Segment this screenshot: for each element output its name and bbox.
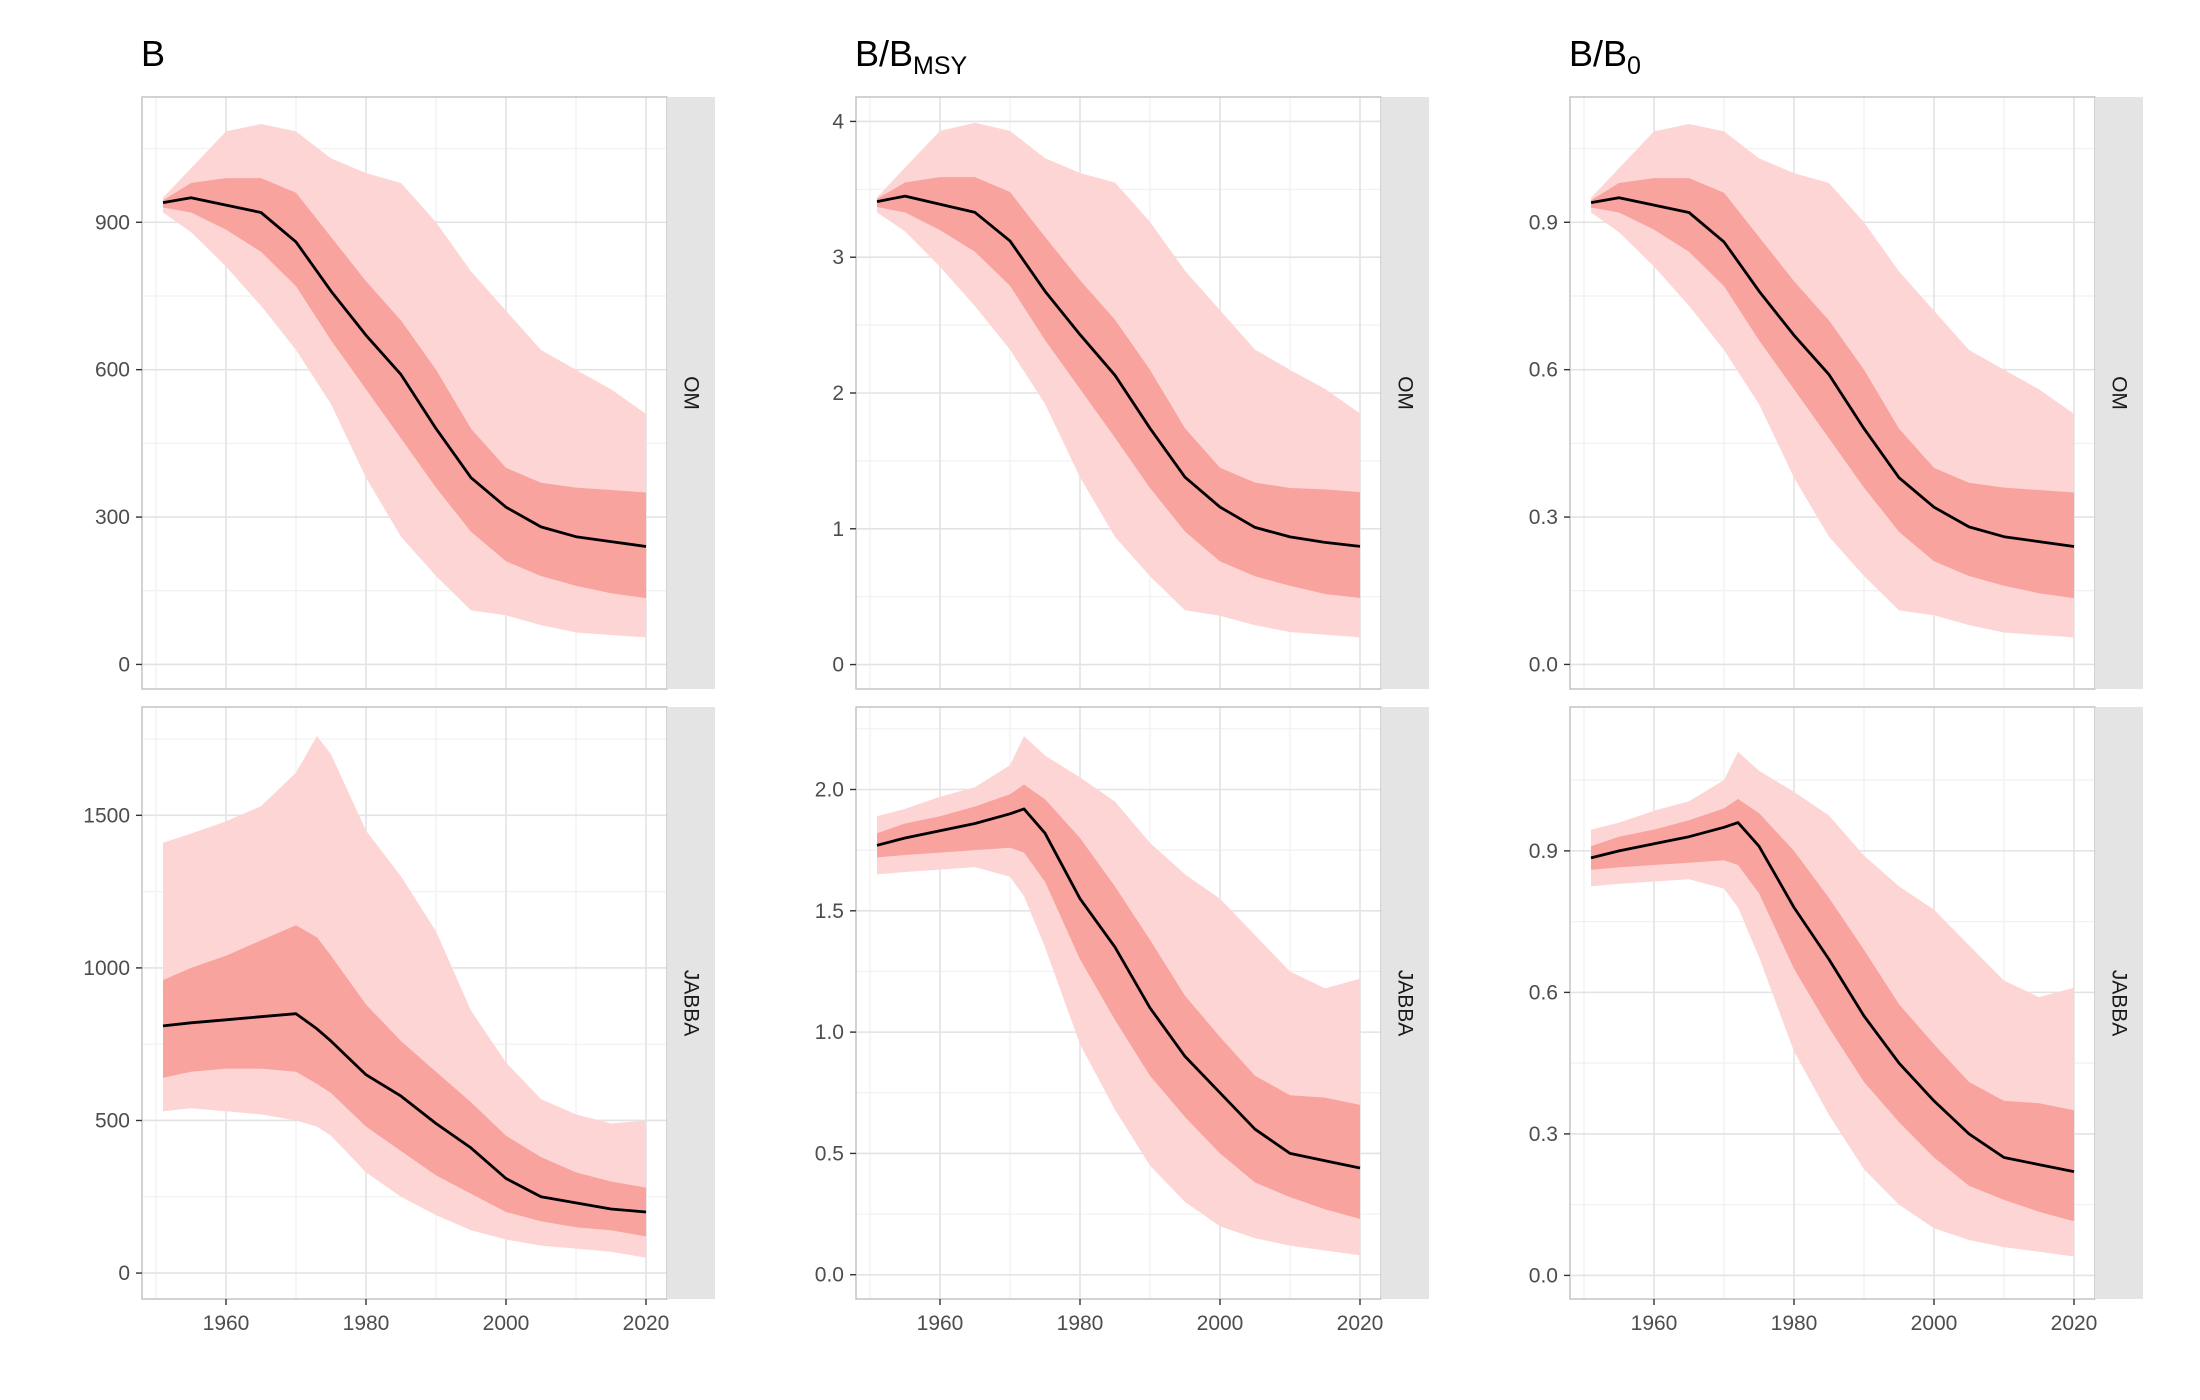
panel-B/B0-OM: 0.0 0.3 0.6 0.9 OM	[1529, 96, 2143, 690]
facet-strip-label: JABBA	[680, 970, 703, 1037]
series-layer	[162, 736, 647, 1258]
facet-strip	[2095, 97, 2143, 689]
inner-interval-band	[877, 784, 1360, 1219]
inner-interval-band	[163, 925, 646, 1237]
column-title-subscript: 0	[1627, 52, 1641, 80]
y-tick-label: 0.0	[1529, 653, 1558, 676]
facet-strip	[667, 97, 715, 689]
y-tick-label: 1.5	[815, 900, 844, 923]
facet-strip-label: OM	[2108, 376, 2131, 410]
column-title-main: B	[141, 33, 165, 74]
facet-strip-label: OM	[1394, 376, 1417, 410]
series-layer	[1590, 124, 2075, 638]
column-title-subscript: MSY	[913, 52, 968, 80]
y-tick-label: 0.9	[1529, 211, 1558, 234]
x-tick-label: 1980	[1771, 1312, 1818, 1335]
inner-interval-band	[1591, 178, 2074, 599]
median-line	[162, 196, 647, 548]
x-tick-label: 2000	[483, 1312, 530, 1335]
series-layer	[1590, 751, 2075, 1257]
y-tick-label: 2.0	[815, 778, 844, 801]
panel-B/BMSY-OM: 0 1 2 3 4 OM	[832, 96, 1429, 690]
facet-strip	[2095, 707, 2143, 1299]
y-tick-label: 900	[95, 211, 130, 234]
column-title-main: B/B	[1569, 33, 1627, 74]
y-tick-label: 0.6	[1529, 981, 1558, 1004]
y-tick-label: 1	[832, 518, 844, 541]
y-tick-label: 0	[118, 1262, 130, 1285]
y-tick-label: 0.3	[1529, 506, 1558, 529]
y-tick-label: 1500	[83, 804, 130, 827]
x-tick-label: 2020	[1337, 1312, 1384, 1335]
median-line	[876, 807, 1361, 1170]
inner-interval-band	[1591, 799, 2074, 1222]
median-line	[1590, 821, 2075, 1173]
y-tick-label: 0	[118, 653, 130, 676]
y-tick-label: 4	[832, 110, 844, 133]
y-tick-label: 2	[832, 382, 844, 405]
x-tick-label: 2020	[623, 1312, 670, 1335]
series-layer	[876, 736, 1361, 1256]
x-tick-label: 1980	[1057, 1312, 1104, 1335]
panel-B-OM: 0 300 600 900 OM	[95, 96, 715, 690]
inner-interval-band	[163, 178, 646, 599]
y-tick-label: 0.3	[1529, 1123, 1558, 1146]
facet-strip-label: JABBA	[1394, 970, 1417, 1037]
outer-interval-band	[163, 736, 646, 1258]
x-tick-label: 1960	[917, 1312, 964, 1335]
y-tick-label: 600	[95, 359, 130, 382]
x-tick-label: 1960	[1631, 1312, 1678, 1335]
series-layer	[162, 124, 647, 638]
x-tick-label: 2000	[1911, 1312, 1958, 1335]
panel-B/B0-JABBA: 0.0 0.3 0.6 0.9 1960 1980 2000 2020 JABBA	[1529, 706, 2143, 1335]
facet-strip	[667, 707, 715, 1299]
median-line	[876, 194, 1361, 548]
facet-strip-label: OM	[680, 376, 703, 410]
column-title: B	[141, 33, 165, 74]
y-tick-label: 0.9	[1529, 840, 1558, 863]
y-tick-label: 1.0	[815, 1021, 844, 1044]
column-titles: B B/BMSY B/B0	[141, 33, 1641, 80]
column-title: B/B0	[1569, 33, 1641, 80]
y-tick-label: 300	[95, 506, 130, 529]
y-tick-label: 0.5	[815, 1142, 844, 1165]
x-tick-label: 2000	[1197, 1312, 1244, 1335]
y-tick-label: 3	[832, 246, 844, 269]
column-title-main: B/B	[855, 33, 913, 74]
column-title: B/BMSY	[855, 33, 968, 80]
x-tick-label: 1960	[203, 1312, 250, 1335]
x-tick-label: 1980	[343, 1312, 390, 1335]
y-tick-label: 0.0	[815, 1264, 844, 1287]
panel-B-JABBA: 0 500 1000 1500 1960 1980 2000 2020 JABBA	[83, 706, 715, 1335]
y-tick-label: 0	[832, 654, 844, 677]
panel-B/BMSY-JABBA: 0.0 0.5 1.0 1.5 2.0 1960 1980 2000 2020 JABBA	[815, 706, 1429, 1335]
y-tick-label: 500	[95, 1109, 130, 1132]
y-tick-label: 0.6	[1529, 359, 1558, 382]
facet-strip	[1381, 97, 1429, 689]
series-layer	[876, 122, 1361, 638]
median-line	[162, 1012, 647, 1214]
x-tick-label: 2020	[2051, 1312, 2098, 1335]
y-tick-label: 1000	[83, 957, 130, 980]
inner-interval-band	[877, 177, 1360, 598]
y-tick-label: 0.0	[1529, 1264, 1558, 1287]
facet-strip	[1381, 707, 1429, 1299]
facet-strip-label: JABBA	[2108, 970, 2131, 1037]
median-line	[1590, 196, 2075, 548]
